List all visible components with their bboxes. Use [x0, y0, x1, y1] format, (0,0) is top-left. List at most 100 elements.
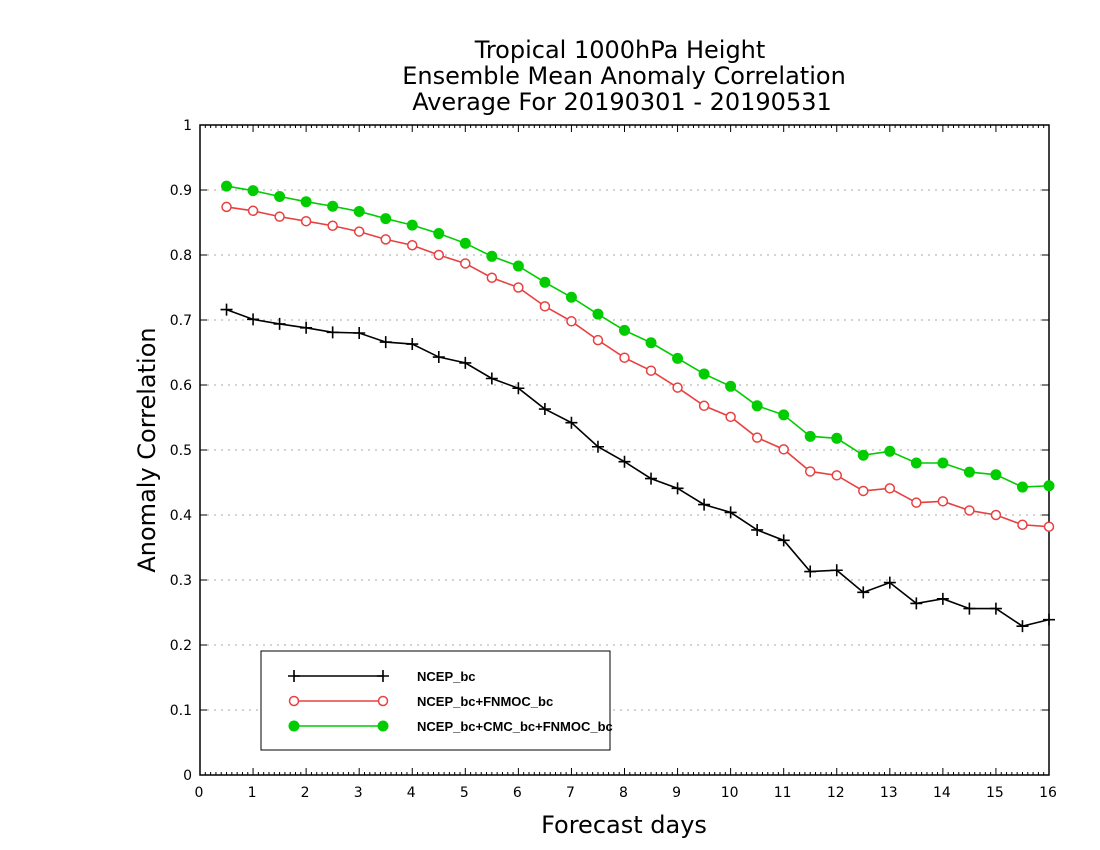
data-point	[698, 400, 710, 412]
data-point	[221, 201, 232, 213]
data-point	[539, 301, 551, 312]
data-point	[406, 219, 418, 231]
data-point	[751, 523, 764, 536]
data-point	[936, 592, 949, 605]
legend-marker	[288, 670, 300, 682]
data-point	[857, 449, 869, 461]
data-point	[353, 205, 365, 217]
x-tick-label: 7	[566, 785, 575, 801]
data-point	[592, 308, 604, 320]
data-point	[353, 226, 365, 237]
data-point	[804, 565, 817, 578]
data-point	[592, 334, 604, 346]
data-point	[725, 380, 737, 392]
data-point	[910, 457, 922, 469]
chart-title-line-2: Ensemble Mean Anomaly Correlation	[402, 62, 846, 90]
data-point	[247, 185, 259, 197]
legend: NCEP_bc NCEP_bc+FNMOC_bc NCEP_bc+CMC_bc+FN…	[260, 650, 613, 751]
data-point	[777, 534, 790, 547]
series-line	[226, 308, 1050, 628]
data-point	[300, 215, 312, 227]
x-tick-label: 8	[619, 785, 628, 801]
data-point	[512, 260, 524, 272]
data-point	[566, 316, 577, 327]
data-point	[459, 356, 472, 369]
data-point	[327, 200, 339, 212]
data-point	[831, 470, 842, 481]
data-point	[221, 180, 233, 192]
data-point	[432, 351, 445, 364]
data-point	[326, 326, 339, 339]
y-tick-label: 0.8	[170, 248, 192, 264]
data-point	[1043, 521, 1055, 532]
data-point	[989, 602, 1002, 615]
chart-title-line-3: Average For 20190301 - 20190531	[412, 88, 832, 116]
x-tick-label: 16	[1039, 785, 1057, 801]
data-point	[645, 472, 658, 485]
y-tick-label: 0.5	[170, 443, 192, 459]
data-point	[618, 455, 631, 468]
data-point	[380, 213, 392, 225]
y-axis-label: Anomaly Correlation	[133, 327, 161, 572]
data-point	[937, 457, 949, 469]
x-tick-label: 2	[301, 785, 310, 801]
x-tick-label: 15	[986, 785, 1004, 801]
data-point	[565, 291, 577, 303]
y-tick-label: 0	[183, 768, 192, 784]
data-point	[725, 411, 736, 423]
data-point	[619, 324, 630, 336]
data-point	[804, 430, 816, 442]
x-tick-label: 10	[721, 785, 739, 801]
y-tick-label: 0.7	[170, 313, 192, 329]
legend-entry: NCEP_bc+CMC_bc+FNMOC_bc	[288, 719, 613, 734]
data-point	[407, 240, 418, 251]
data-point	[406, 338, 419, 351]
x-tick-label: 6	[513, 785, 522, 801]
series-line	[226, 185, 1050, 488]
data-point	[486, 250, 498, 262]
data-point	[963, 602, 976, 615]
data-point	[565, 416, 578, 429]
data-point	[1016, 620, 1029, 633]
x-tick-label: 3	[354, 785, 363, 801]
series-1	[220, 303, 1055, 633]
legend-entry: NCEP_bc	[288, 669, 476, 684]
y-tick-label: 0.6	[170, 378, 192, 394]
data-point	[884, 445, 896, 457]
series-line	[226, 206, 1050, 528]
data-point	[591, 440, 604, 453]
gridlines	[200, 189, 1049, 711]
y-tick-label: 0.1	[170, 703, 192, 719]
data-point	[698, 498, 711, 511]
x-tick-label: 0	[195, 785, 204, 801]
x-tick-label: 14	[933, 785, 951, 801]
data-point	[433, 249, 445, 261]
data-point	[830, 564, 843, 577]
series-3	[221, 180, 1055, 493]
x-tick-label: 12	[827, 785, 845, 801]
data-point	[858, 485, 869, 497]
x-tick-label: 9	[672, 785, 681, 801]
y-tick-label: 0.2	[170, 638, 192, 654]
x-tick-label: 5	[460, 785, 469, 801]
data-point	[353, 327, 366, 339]
data-point	[1016, 481, 1028, 493]
legend-label: NCEP_bc+FNMOC_bc	[417, 694, 553, 709]
data-point	[460, 258, 471, 269]
data-point	[911, 497, 922, 508]
data-point	[672, 352, 684, 364]
data-point	[698, 368, 710, 380]
data-point	[1043, 480, 1055, 492]
x-tick-label: 4	[407, 785, 416, 801]
legend-marker	[377, 720, 389, 732]
axis-ticks: 0 1 2 3 4 5 6 7 8 9 10 11 12 13 14 15 1600.10.20.30.40.5…	[170, 118, 1057, 801]
y-tick-label: 1	[183, 118, 192, 134]
legend-label: NCEP_bc+CMC_bc+FNMOC_bc	[417, 719, 613, 734]
data-point	[645, 365, 657, 376]
data-point	[379, 336, 392, 349]
data-point	[300, 196, 312, 208]
legend-label: NCEP_bc	[417, 669, 476, 684]
data-point	[619, 352, 630, 363]
data-point	[883, 576, 896, 589]
